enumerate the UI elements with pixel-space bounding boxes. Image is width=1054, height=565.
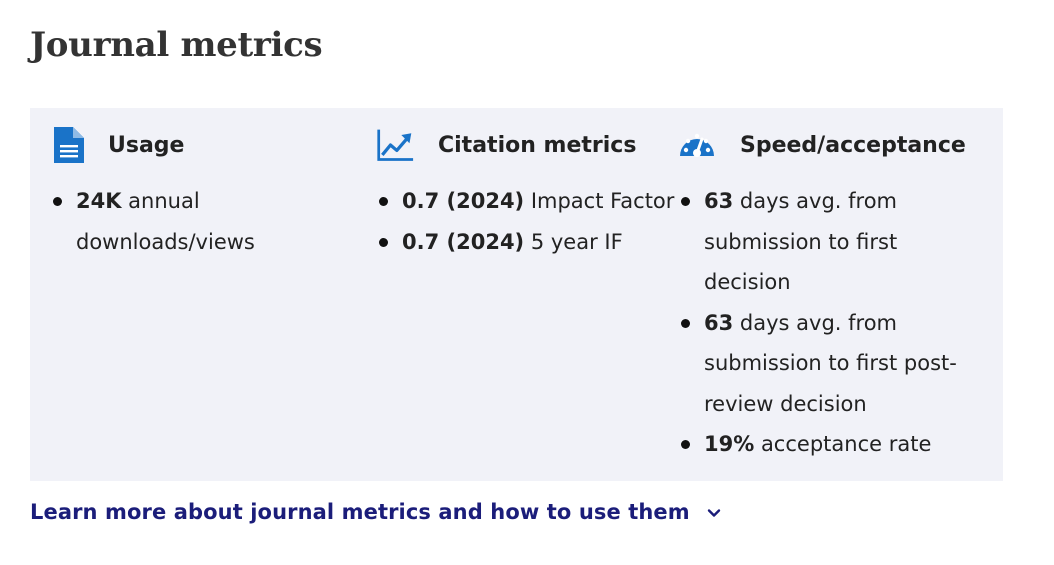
- citation-heading-label: Citation metrics: [438, 132, 637, 158]
- metric-value: 24K: [76, 189, 122, 213]
- usage-list: 24K annual downloads/views: [50, 181, 310, 262]
- usage-heading: Usage: [50, 124, 184, 166]
- metric-text: Impact Factor: [524, 189, 675, 213]
- usage-heading-label: Usage: [108, 132, 185, 158]
- speed-heading: Speed/acceptance: [678, 124, 966, 166]
- learn-more-label: Learn more about journal metrics and how…: [30, 500, 690, 524]
- speed-list: 63 days avg. from submission to first de…: [678, 181, 983, 465]
- document-icon: [50, 126, 88, 164]
- page-title: Journal metrics: [30, 25, 323, 65]
- list-item: 0.7 (2024) Impact Factor: [376, 181, 696, 222]
- metric-text: days avg. from submission to first post-…: [704, 310, 957, 416]
- metric-text: acceptance rate: [754, 432, 932, 456]
- speed-heading-label: Speed/acceptance: [740, 132, 966, 158]
- metric-value: 0.7 (2024): [402, 189, 525, 213]
- learn-more-link[interactable]: Learn more about journal metrics and how…: [30, 500, 722, 524]
- trend-chart-icon: [376, 126, 414, 164]
- list-item: 0.7 (2024) 5 year IF: [376, 222, 696, 263]
- metric-text: 5 year IF: [524, 229, 623, 254]
- list-item: 19% acceptance rate: [678, 424, 983, 465]
- list-item: 63 days avg. from submission to first po…: [678, 303, 983, 425]
- metric-text: annual downloads/views: [76, 189, 255, 254]
- list-item: 63 days avg. from submission to first de…: [678, 181, 983, 303]
- citation-list: 0.7 (2024) Impact Factor 0.7 (2024) 5 ye…: [376, 181, 696, 262]
- metric-text: days avg. from submission to first decis…: [704, 189, 898, 294]
- metric-value: 19%: [704, 432, 755, 456]
- chevron-down-icon: [706, 505, 722, 521]
- metric-value: 0.7 (2024): [402, 229, 525, 254]
- metrics-panel: Usage 24K annual downloads/views Citatio…: [30, 108, 1003, 481]
- speedometer-icon: [678, 126, 716, 164]
- metric-value: 63: [704, 189, 734, 213]
- metric-value: 63: [704, 310, 734, 335]
- list-item: 24K annual downloads/views: [50, 181, 310, 262]
- citation-heading: Citation metrics: [376, 124, 636, 166]
